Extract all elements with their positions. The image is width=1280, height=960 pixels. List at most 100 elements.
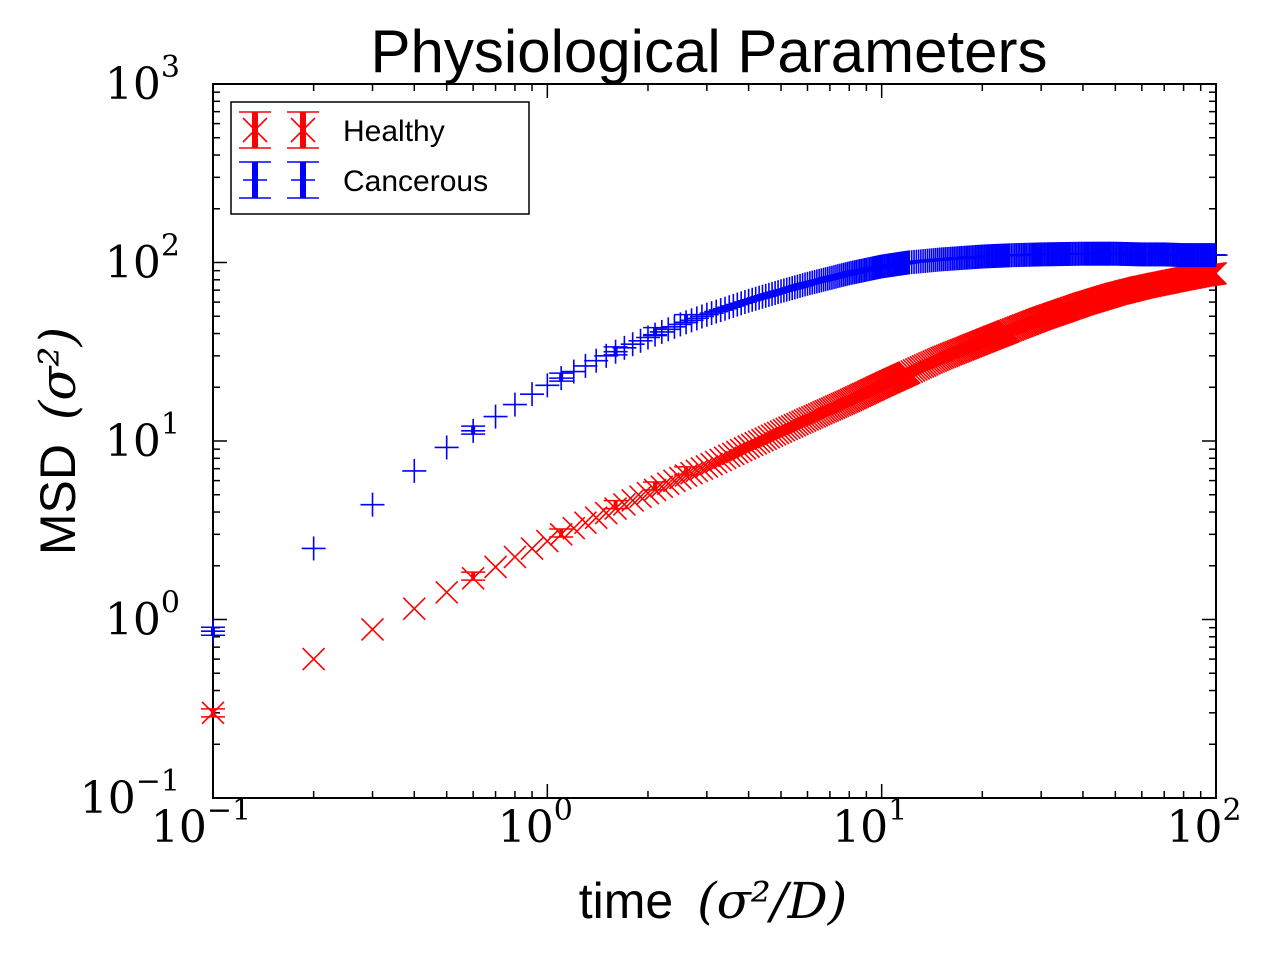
legend-label-healthy: Healthy (343, 115, 445, 148)
data-point (756, 282, 781, 307)
legend-marker-healthy (287, 111, 319, 149)
data-point (562, 516, 586, 540)
data-point (604, 496, 628, 521)
data-point (535, 529, 559, 553)
data-point (699, 301, 724, 326)
data-point (360, 492, 385, 517)
y-tick-base: 10 (105, 595, 161, 646)
data-point (729, 438, 753, 462)
data-point (736, 288, 761, 313)
data-point (766, 421, 790, 445)
legend-marker-cancerous (287, 161, 319, 199)
data-point (594, 343, 619, 368)
data-point (763, 422, 787, 446)
y-tick-exponent: 0 (161, 586, 180, 621)
data-point (798, 406, 822, 430)
data-point (520, 382, 545, 407)
chart-title: Physiological Parameters (371, 18, 1048, 85)
data-point (360, 617, 385, 641)
data-point (740, 287, 765, 312)
data-point (502, 392, 527, 417)
data-point (902, 358, 926, 383)
legend-marker-healthy (239, 111, 271, 149)
data-point (753, 283, 778, 308)
x-tick-base: 10 (151, 802, 207, 853)
data-point (573, 353, 598, 378)
x-tick-exponent: 2 (1222, 793, 1241, 828)
data-point (662, 314, 687, 339)
data-point (461, 418, 486, 443)
data-point (549, 522, 573, 546)
data-point (621, 488, 645, 513)
data-point (674, 310, 699, 335)
data-point (760, 424, 784, 448)
data-point (643, 322, 668, 347)
x-axis-label: time (σ²/D) (579, 872, 848, 930)
x-tick-label: 101 (832, 793, 907, 853)
legend: Healthy Cancerous (230, 101, 530, 215)
data-point (535, 373, 560, 398)
data-point (897, 361, 921, 385)
data-point (520, 537, 544, 561)
data-point (800, 405, 824, 429)
data-point (561, 359, 586, 384)
data-point (584, 348, 609, 373)
y-tick-base: 10 (105, 416, 161, 467)
x-axis-label-math: (σ²/D) (697, 872, 847, 930)
data-point (668, 312, 693, 337)
x-tick-exponent: 1 (888, 793, 907, 828)
data-point (461, 566, 485, 590)
data-point (636, 481, 660, 505)
data-point (649, 319, 674, 344)
data-point (750, 284, 775, 309)
data-point (684, 306, 709, 331)
data-point (689, 304, 714, 329)
data-point (743, 286, 768, 311)
data-point (1203, 243, 1228, 268)
data-point (434, 435, 459, 460)
data-point (763, 281, 788, 306)
data-point (704, 450, 728, 474)
data-point (668, 466, 692, 490)
data-point (904, 357, 928, 381)
x-axis-label-text: time (579, 873, 673, 929)
y-tick-exponent: 2 (161, 229, 180, 264)
data-markers (201, 241, 1228, 725)
data-point (772, 418, 796, 442)
y-tick-exponent: 1 (161, 407, 180, 442)
x-tick-base: 10 (1166, 802, 1222, 853)
data-point (713, 446, 737, 470)
data-point (803, 404, 827, 428)
series-cancerous (201, 241, 1228, 644)
axis-ticks (212, 83, 1217, 799)
data-point (700, 452, 724, 476)
data-point (747, 285, 772, 310)
x-tick-exponent: 0 (554, 793, 573, 828)
data-point (717, 444, 741, 468)
data-point (503, 545, 527, 569)
y-tick-exponent: −1 (136, 764, 180, 799)
data-point (643, 478, 667, 502)
data-point (805, 403, 829, 427)
y-axis-label: MSD (σ²) (29, 327, 87, 555)
data-point (769, 419, 793, 444)
data-point (549, 366, 574, 391)
y-axis-label-text: MSD (30, 444, 86, 555)
y-axis-label-math: (σ²) (29, 327, 87, 420)
data-point (656, 317, 681, 342)
y-tick-label: 103 (105, 50, 180, 110)
data-point (483, 555, 508, 579)
data-point (650, 475, 674, 499)
y-tick-exponent: 3 (161, 50, 180, 85)
data-point (612, 492, 636, 516)
data-point (201, 619, 225, 644)
legend-label-cancerous: Cancerous (343, 165, 488, 198)
data-point (733, 436, 757, 460)
data-point (709, 448, 733, 472)
data-point (301, 536, 326, 561)
y-tick-base: 10 (105, 238, 161, 289)
data-point (483, 404, 508, 429)
data-point (201, 701, 225, 725)
